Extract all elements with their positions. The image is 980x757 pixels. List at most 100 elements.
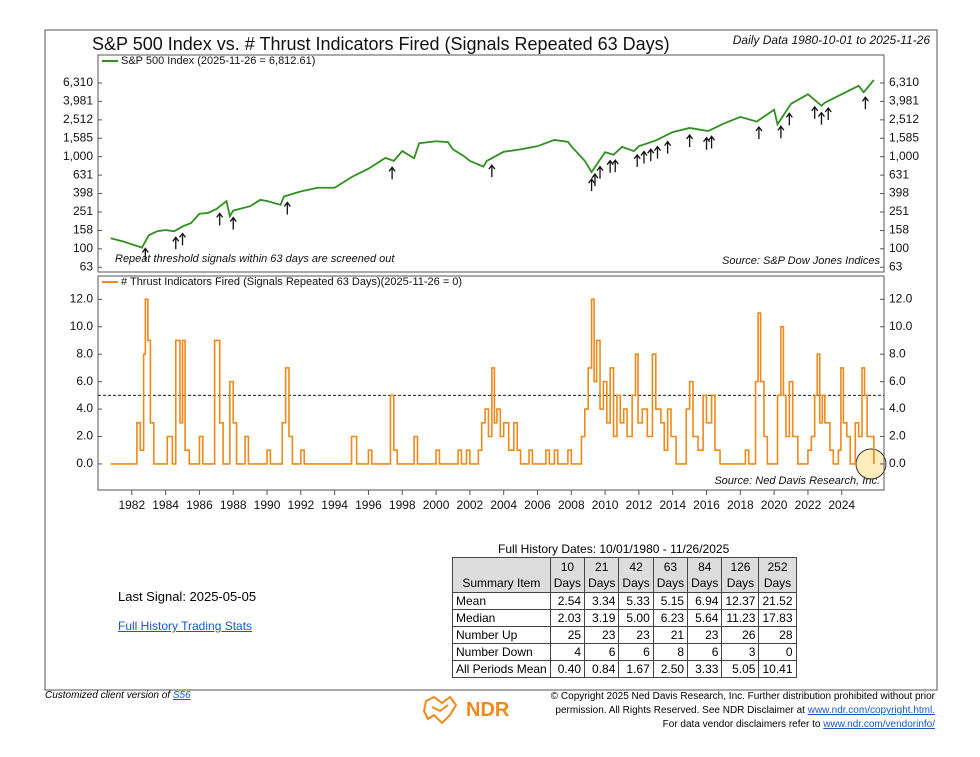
x-tick-label: 1996 [355,498,382,512]
table-row: Number Up 25 23 23 21 23 26 28 [452,626,797,644]
table-cell: 3.34 [584,592,620,610]
table-cell: 5.00 [618,609,654,627]
y-tick-label: 100 [889,241,909,255]
signal-arrow [611,159,619,173]
signal-arrow [817,111,825,125]
x-tick-label: 1988 [220,498,247,512]
column-number: 10 [560,560,575,574]
y-tick-label: 158 [889,223,909,237]
table-cell: 28 [758,626,797,644]
column-unit: Days [588,576,616,590]
table-cell: 0 [758,643,797,661]
x-tick-label: 2008 [558,498,585,512]
table-cell: 3 [721,643,760,661]
y-tick-label: 2,512 [889,112,919,126]
column-number: 252 [767,560,788,574]
client-note: Customized client version of S56 [45,690,191,701]
copyright: © Copyright 2025 Ned Davis Research, Inc… [551,690,935,732]
chart-title: S&P 500 Index vs. # Thrust Indicators Fi… [92,34,670,54]
x-tick-label: 1990 [254,498,281,512]
table-cell: 6 [687,643,723,661]
x-tick-label: 2018 [727,498,754,512]
signal-arrow [708,135,716,149]
table-cell: 23 [584,626,620,644]
y-tick-label: 1,585 [889,130,919,144]
y-tick-label: 12.0 [889,291,913,305]
signal-arrow [216,212,224,226]
table-cell: Mean [452,592,551,610]
plot-frame [97,54,885,273]
x-tick-label: 2014 [659,498,686,512]
plot-frame [97,275,885,491]
column-number: 126 [730,560,751,574]
x-tick-label: 2022 [795,498,822,512]
signal-arrow [633,153,641,167]
table-cell: 2.54 [549,592,586,610]
x-tick-label: 2002 [457,498,484,512]
table-cell: 25 [549,626,586,644]
signal-arrow [591,173,599,187]
x-tick-label: 1986 [186,498,213,512]
y-tick-label: 8.0 [76,346,93,360]
x-tick-label: 1992 [287,498,314,512]
y-tick-label: 1,000 [889,149,919,163]
y-tick-label: 631 [73,167,93,181]
y-tick-label: 6.0 [76,374,93,388]
table-cell: 3.19 [584,609,620,627]
y-tick-label: 1,585 [63,130,93,144]
y-tick-label: 4.0 [76,401,93,415]
signal-arrow [229,216,237,230]
series-line [110,298,875,465]
client-link[interactable]: S56 [172,690,191,701]
y-tick-label: 12.0 [70,291,94,305]
y-tick-label: 3,981 [889,94,919,108]
copyright-line: For data vendor disclaimers refer to www… [551,718,935,732]
signal-arrow [785,112,793,126]
y-tick-label: 4.0 [889,401,906,415]
x-tick-label: 2010 [592,498,619,512]
copyright-line: permission. All Rights Reserved. See NDR… [551,704,935,718]
table-row: Median 2.03 3.19 5.00 6.23 5.64 11.23 17.83 [452,609,797,627]
table-cell: 5.05 [721,660,760,678]
y-tick-label: 6,310 [63,75,93,89]
y-tick-label: 631 [889,167,909,181]
x-tick-label: 2020 [761,498,788,512]
y-tick-label: 2,512 [63,112,93,126]
column-unit: Days [763,576,792,590]
frame [44,29,938,691]
y-tick-label: 0.0 [76,456,93,470]
y-tick-label: 398 [73,186,93,200]
x-tick-label: 1984 [152,498,179,512]
signal-arrow [488,164,496,178]
table-cell: Number Up [452,626,551,644]
vendor-link[interactable]: www.ndr.com/vendorinfo/ [823,719,935,730]
y-tick-label: 3,981 [63,94,93,108]
y-tick-label: 6.0 [889,374,906,388]
logo: NDR [420,693,520,727]
stats-link[interactable]: Full History Trading Stats [118,619,253,633]
column-number: 84 [698,560,712,574]
column-unit: Days [622,576,650,590]
signal-arrow [647,148,655,162]
header-cell: 84 Days [687,557,723,593]
x-tick-label: 1982 [118,498,145,512]
signal-arrow [141,247,149,261]
table-cell: 23 [687,626,723,644]
header-cell: 252 Days [758,557,797,593]
x-tick-label: 2006 [524,498,551,512]
header-cell: 42 Days [618,557,654,593]
signal-arrow [178,232,187,246]
table-cell: 2.50 [652,660,689,678]
signal-arrow [824,106,832,121]
y-tick-label: 1,000 [63,149,93,163]
table-cell: All Periods Mean [452,660,551,678]
logo-text: NDR [466,699,510,721]
legend-label: S&P 500 Index (2025-11-26 = 6,812.61) [121,55,315,67]
table-cell: 5.33 [618,592,654,610]
table-cell: 6.23 [652,609,689,627]
copyright-link[interactable]: www.ndr.com/copyright.html. [807,705,935,716]
table-cell: 4 [549,643,586,661]
copyright-text: For data vendor disclaimers refer to [662,719,821,730]
table-cell: 0.40 [549,660,586,678]
table-cell: 0.84 [584,660,620,678]
